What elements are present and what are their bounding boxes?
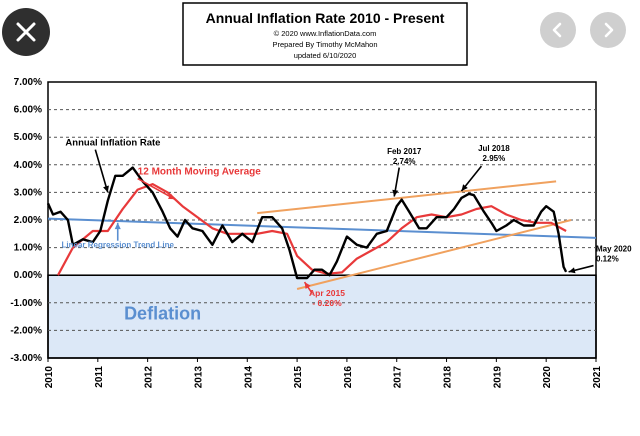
arrow-moving-average-head xyxy=(168,193,175,200)
arrow-annual-inflation xyxy=(94,149,109,193)
series-regression xyxy=(47,217,597,239)
series-lower-trend xyxy=(296,219,572,290)
deflation-label: Deflation xyxy=(124,303,201,323)
y-tick-label: 7.00% xyxy=(14,77,42,88)
arrow-annual-inflation-head xyxy=(103,185,109,193)
deflation-region xyxy=(47,274,597,359)
annotation-feb-2017: Feb 2017 xyxy=(387,147,422,156)
arrow-apr-2015-head xyxy=(304,282,311,289)
series-annual-inflation xyxy=(46,166,568,280)
series-moving-average xyxy=(57,183,567,276)
copyright-line: © 2020 www.InflationData.com xyxy=(274,29,377,38)
y-tick-label: -1.00% xyxy=(10,298,42,309)
previous-button[interactable] xyxy=(540,12,576,48)
annotations: Deflation Annual Inflation Rate 12 Month M… xyxy=(62,137,633,323)
x-tick-label: 2012 xyxy=(144,366,155,389)
next-button[interactable] xyxy=(590,12,626,48)
chevron-right-icon xyxy=(604,22,614,38)
y-tick-label: 4.00% xyxy=(14,160,42,171)
annotation-feb-2017-value: 2.74% xyxy=(393,157,416,166)
x-tick-label: 2011 xyxy=(94,366,105,388)
x-tick-label: 2021 xyxy=(592,366,603,389)
updated-line: updated 6/10/2020 xyxy=(294,51,357,60)
title-box: Annual Inflation Rate 2010 - Present © 2… xyxy=(182,2,468,66)
arrow-moving-average xyxy=(137,177,176,200)
annotation-may-2020-value: 0.12% xyxy=(596,255,619,264)
arrow-jul-2018-head xyxy=(461,184,468,191)
x-tick-label: 2020 xyxy=(542,366,553,389)
x-tick-label: 2010 xyxy=(44,366,55,389)
x-tick-label: 2014 xyxy=(243,366,254,389)
annotation-moving-average: 12 Month Moving Average xyxy=(138,166,262,177)
x-tick-label: 2013 xyxy=(193,366,204,389)
annotation-may-2020: May 2020 xyxy=(596,245,632,254)
x-tick-label: 2018 xyxy=(443,366,454,389)
x-tick-label: 2016 xyxy=(343,366,354,389)
y-tick-label: 1.00% xyxy=(14,243,42,254)
chart-title: Annual Inflation Rate 2010 - Present xyxy=(206,10,445,26)
close-button[interactable] xyxy=(2,8,50,56)
axes: 7.00% 6.00% 5.00% 4.00% 3.00% 2.00% 1.00% 0.00%… xyxy=(10,77,603,388)
prepared-line: Prepared By Timothy McMahon xyxy=(272,40,377,49)
annotation-apr-2015: Apr 2015 xyxy=(309,288,345,298)
y-tick-label: 0.00% xyxy=(14,270,42,281)
y-tick-label: 5.00% xyxy=(14,132,42,143)
x-tick-label: 2019 xyxy=(492,366,503,389)
x-tick-label: 2015 xyxy=(293,366,304,389)
annotation-jul-2018: Jul 2018 xyxy=(478,144,510,153)
chevron-left-icon xyxy=(552,22,562,38)
series-group xyxy=(46,166,597,290)
close-icon xyxy=(16,22,36,42)
annotation-regression: Linear Regression Trend Line xyxy=(62,241,175,250)
y-tick-label: -3.00% xyxy=(10,353,42,364)
annotation-annual-inflation: Annual Inflation Rate xyxy=(65,137,160,148)
y-tick-label: -2.00% xyxy=(10,325,42,336)
annotation-jul-2018-value: 2.95% xyxy=(483,154,506,163)
y-tick-label: 6.00% xyxy=(14,105,42,116)
arrow-may-2020-head xyxy=(568,267,576,274)
plot-area xyxy=(47,81,597,359)
y-tick-label: 2.00% xyxy=(14,215,42,226)
y-tick-label: 3.00% xyxy=(14,187,42,198)
arrow-feb-2017-head xyxy=(392,189,399,197)
x-tick-label: 2017 xyxy=(393,366,404,389)
annotation-apr-2015-value: - 0.20% xyxy=(312,298,342,308)
arrow-regression-head xyxy=(114,222,121,230)
series-upper-trend xyxy=(257,180,557,215)
